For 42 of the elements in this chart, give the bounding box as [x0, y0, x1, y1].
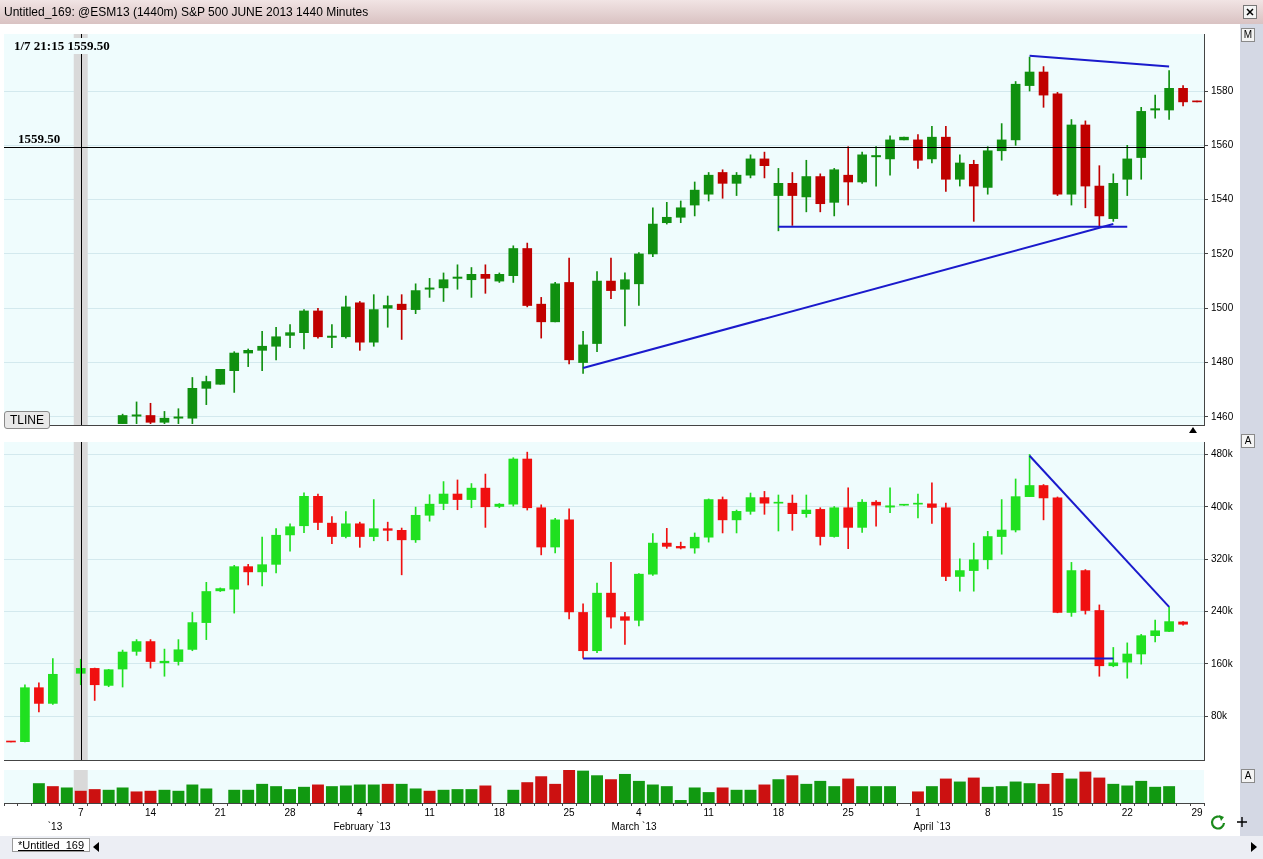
x-tick-label: 4 [636, 806, 643, 818]
x-tick-label: 21 [214, 806, 227, 818]
text: M [1241, 28, 1255, 42]
y-tick-label: 320k [1211, 552, 1234, 564]
annotation: 1/7 21:15 1559.50 [12, 38, 112, 54]
y-tick-label: 160k [1211, 657, 1234, 669]
x-tick-label: 25 [563, 806, 576, 818]
x-tick-label: 15 [1051, 806, 1064, 818]
y-tick-label: 1560 [1211, 139, 1234, 151]
x-tick-label: 25 [842, 806, 855, 818]
x-tick-label: 11 [424, 806, 436, 818]
x-tick-label: 11 [703, 806, 715, 818]
x-tick-label: 7 [77, 806, 84, 818]
x-tick-label: 28 [284, 806, 297, 818]
x-tick-label: 1 [915, 806, 922, 818]
y-tick-label: 1460 [1211, 410, 1234, 422]
text: A [1241, 769, 1255, 783]
x-tick-label: 22 [1121, 806, 1134, 818]
text: `13 [47, 821, 63, 832]
y-tick-label: 400k [1211, 500, 1234, 512]
x-tick-label: 4 [357, 806, 364, 818]
text: A [1241, 434, 1255, 448]
text: April `13 [913, 821, 951, 832]
y-tick-label: 1580 [1211, 84, 1234, 96]
y-tick-label: 480k [1211, 448, 1234, 460]
ref-line-label: 1559.50 [18, 131, 61, 147]
text: *Untitled_169 [12, 838, 91, 852]
x-tick-label: 18 [772, 806, 785, 818]
y-tick-label: 240k [1211, 605, 1234, 617]
x-tick-label: 14 [144, 806, 157, 818]
x-tick-label: 18 [493, 806, 506, 818]
y-tick-label: 1540 [1211, 193, 1234, 205]
y-tick-label: 1520 [1211, 247, 1234, 259]
y-tick-label: 1500 [1211, 301, 1234, 313]
y-tick-label: 80k [1211, 709, 1229, 721]
chart-title: Untitled_169: @ESM13 (1440m) S&P 500 JUNE 2013 1440 Minutes [4, 5, 369, 19]
text: February `13 [333, 821, 391, 832]
annotation: TLINE [4, 411, 51, 429]
text: March `13 [611, 821, 657, 832]
y-tick-label: 1480 [1211, 356, 1234, 368]
x-tick-label: 8 [984, 806, 991, 818]
x-tick-label: 29 [1191, 806, 1204, 818]
